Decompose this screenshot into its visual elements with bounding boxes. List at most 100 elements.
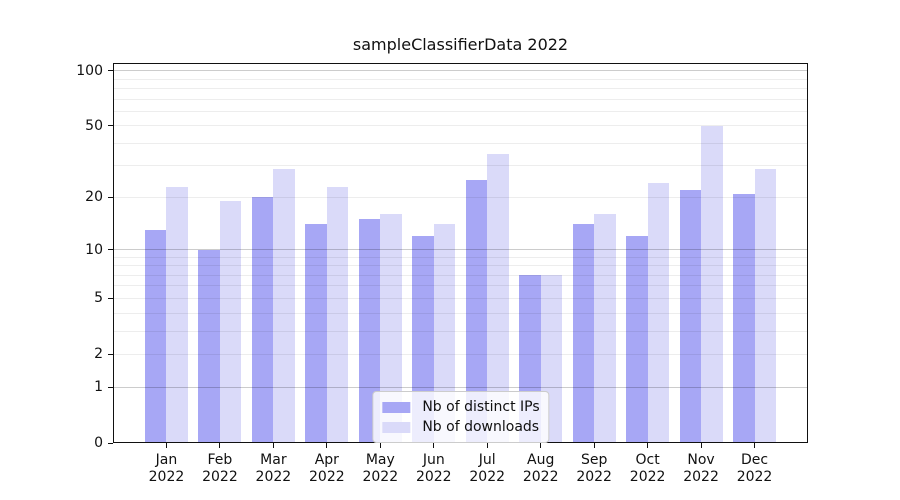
x-tick-label: Dec 2022 <box>720 452 790 486</box>
x-tick-year: 2022 <box>629 469 666 485</box>
x-tick-month: May <box>365 452 395 468</box>
x-tick-mark <box>540 443 542 448</box>
y-tick-mark <box>108 442 113 444</box>
x-tick-label: Mar 2022 <box>238 452 308 486</box>
gridline-minor <box>113 285 808 287</box>
x-tick-month: Jan <box>155 452 178 468</box>
x-tick-label: Jan 2022 <box>131 452 201 486</box>
x-tick-year: 2022 <box>309 469 345 485</box>
gridline-minor <box>113 78 808 80</box>
legend-swatch-downloads-icon <box>382 421 411 433</box>
gridline-minor <box>113 142 808 144</box>
y-tick-mark <box>108 297 113 299</box>
legend-label-distinct-ips: Nb of distinct IPs <box>422 399 540 415</box>
gridline-minor <box>113 165 808 167</box>
x-tick-mark <box>486 443 488 448</box>
chart-title: sampleClassifierData 2022 <box>352 35 569 54</box>
legend-label-downloads: Nb of downloads <box>422 419 540 435</box>
x-tick-month: Apr <box>314 452 339 468</box>
y-tick-label: 10 <box>85 241 103 258</box>
gridline-major <box>113 70 808 72</box>
y-tick-label: 100 <box>76 62 103 79</box>
x-tick-mark <box>433 443 435 448</box>
x-tick-mark <box>593 443 595 448</box>
x-tick-label: Jun 2022 <box>399 452 469 486</box>
bar-distinct-ips-oct <box>626 236 648 443</box>
x-tick-mark <box>272 443 274 448</box>
bar-distinct-ips-dec <box>733 193 755 443</box>
x-tick-label: Sep 2022 <box>559 452 629 486</box>
y-tick-label: 0 <box>94 435 103 451</box>
y-tick-mark <box>108 386 113 388</box>
bar-distinct-ips-apr <box>305 224 327 443</box>
x-tick-label: Jul 2022 <box>452 452 522 486</box>
x-tick-label: Apr 2022 <box>292 452 362 486</box>
x-tick-mark <box>379 443 381 448</box>
bar-downloads-sep <box>594 214 616 443</box>
bar-distinct-ips-jan <box>144 230 167 443</box>
x-tick-label: May 2022 <box>345 452 415 486</box>
gridline-minor <box>113 297 808 299</box>
x-tick-month: Dec <box>740 452 769 468</box>
x-tick-year: 2022 <box>148 469 185 485</box>
x-tick-mark <box>700 443 702 448</box>
y-tick-label: 1 <box>94 379 103 396</box>
legend: Nb of distinct IPs Nb of downloads <box>372 391 550 443</box>
bar-distinct-ips-nov <box>679 190 702 443</box>
bar-downloads-feb <box>219 201 242 443</box>
bar-downloads-mar <box>273 168 295 443</box>
gridline-major <box>113 249 808 251</box>
bar-downloads-apr <box>326 186 349 443</box>
x-tick-year: 2022 <box>736 469 773 485</box>
gridline-minor <box>113 87 808 89</box>
x-tick-label: Feb 2022 <box>185 452 255 486</box>
x-tick-year: 2022 <box>362 469 399 485</box>
x-tick-month: Nov <box>687 452 715 468</box>
bar-distinct-ips-may <box>358 219 381 443</box>
bar-downloads-jan <box>166 186 188 443</box>
x-tick-month: Feb <box>207 452 233 468</box>
x-tick-mark <box>326 443 328 448</box>
gridline-minor <box>113 256 808 258</box>
plot-area: 0 1 2 5 10 20 50 100 Jan 2022 Feb 2022 Mar 2022 Apr 202… <box>76 63 808 485</box>
bar-distinct-ips-jul <box>465 180 488 443</box>
y-tick-label: 50 <box>85 117 103 134</box>
legend-item-distinct-ips: Nb of distinct IPs <box>382 397 540 417</box>
x-tick-year: 2022 <box>415 469 452 485</box>
y-tick-label: 2 <box>94 346 103 363</box>
gridline-minor <box>113 265 808 267</box>
gridline-minor <box>113 330 808 332</box>
x-tick-month: Aug <box>527 452 555 468</box>
gridline-minor <box>113 274 808 276</box>
x-tick-year: 2022 <box>255 469 292 485</box>
x-tick-year: 2022 <box>202 469 238 485</box>
x-tick-mark <box>165 443 167 448</box>
y-tick-mark <box>108 125 113 127</box>
gridline-minor <box>113 353 808 355</box>
bar-downloads-jun <box>433 224 456 443</box>
x-tick-month: Jul <box>478 452 496 468</box>
x-tick-mark <box>754 443 756 448</box>
x-tick-month: Jun <box>422 452 445 468</box>
x-tick-mark <box>219 443 221 448</box>
y-tick-label: 20 <box>85 189 103 206</box>
x-tick-month: Mar <box>260 452 287 468</box>
bar-distinct-ips-feb <box>198 249 220 443</box>
x-tick-year: 2022 <box>683 469 719 485</box>
x-tick-mark <box>647 443 649 448</box>
y-tick-mark <box>108 249 113 251</box>
bar-distinct-ips-sep <box>572 224 595 443</box>
bar-downloads-oct <box>647 183 670 443</box>
gridline-minor <box>113 110 808 112</box>
x-tick-year: 2022 <box>469 469 506 485</box>
gridline-minor <box>113 125 808 127</box>
bar-downloads-nov <box>701 125 723 443</box>
x-tick-month: Sep <box>580 452 608 468</box>
bar-downloads-jul <box>487 153 509 443</box>
bar-distinct-ips-mar <box>251 197 274 443</box>
legend-swatch-distinct-ips-icon <box>382 401 411 413</box>
y-tick-mark <box>108 196 113 198</box>
gridline-minor <box>113 312 808 314</box>
gridline-minor <box>113 98 808 100</box>
